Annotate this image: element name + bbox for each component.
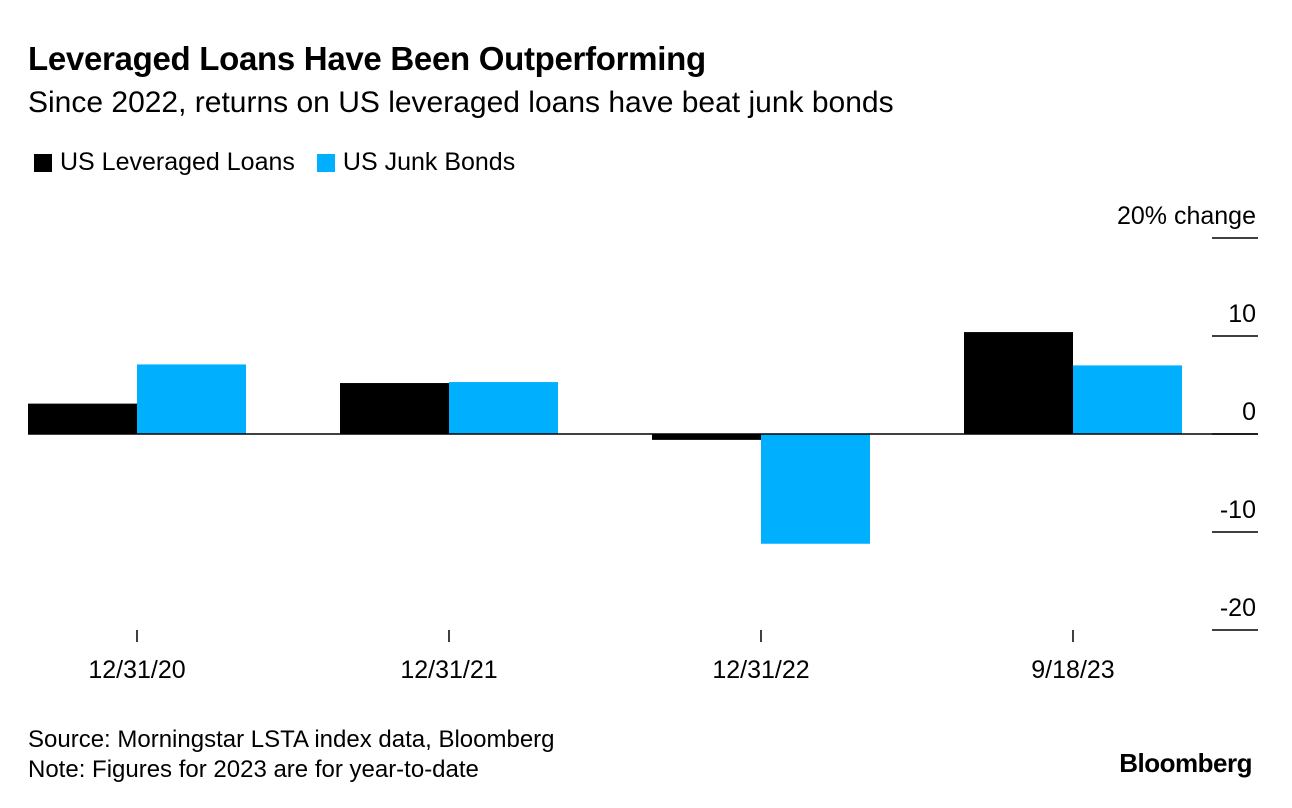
- source-note: Source: Morningstar LSTA index data, Blo…: [28, 726, 555, 753]
- legend-swatch-leveraged-loans: [34, 153, 52, 172]
- y-tick-label: 10: [1228, 300, 1256, 328]
- y-tick-label: -20: [1220, 594, 1256, 622]
- footnote: Note: Figures for 2023 are for year-to-d…: [28, 756, 479, 783]
- legend-swatch-junk-bonds: [316, 153, 335, 172]
- bar-junk-bonds: [137, 364, 246, 434]
- bar-junk-bonds: [1073, 365, 1182, 434]
- legend: US Leveraged Loans US Junk Bonds: [34, 148, 537, 177]
- y-tick-label: 0: [1242, 398, 1256, 426]
- chart-subtitle: Since 2022, returns on US leveraged loan…: [28, 86, 894, 119]
- x-tick-label: 12/31/21: [400, 656, 497, 684]
- bar-leveraged-loans: [652, 434, 761, 440]
- bar-leveraged-loans: [340, 383, 449, 434]
- x-tick-label: 9/18/23: [1031, 656, 1114, 684]
- legend-label-leveraged-loans: US Leveraged Loans: [60, 148, 295, 176]
- bar-leveraged-loans: [28, 403, 137, 434]
- y-tick-label: 20% change: [1117, 202, 1256, 230]
- legend-label-junk-bonds: US Junk Bonds: [342, 148, 516, 176]
- legend-item-junk-bonds: US Junk Bonds: [316, 148, 516, 177]
- chart-title: Leveraged Loans Have Been Outperforming: [28, 40, 706, 77]
- bloomberg-logo: Bloomberg: [1119, 748, 1252, 778]
- legend-item-leveraged-loans: US Leveraged Loans: [34, 148, 295, 177]
- x-tick-label: 12/31/20: [88, 656, 185, 684]
- bars-layer: [28, 332, 1182, 544]
- bar-junk-bonds: [449, 382, 558, 434]
- bar-leveraged-loans: [964, 332, 1073, 434]
- grid-layer: 20% change 10 0 -10 -20: [1117, 202, 1258, 631]
- x-tick-label: 12/31/22: [712, 656, 809, 684]
- axis-layer: 12/31/20 12/31/21 12/31/22 9/18/23: [28, 433, 1258, 684]
- y-tick-label: -10: [1220, 496, 1256, 524]
- bar-junk-bonds: [761, 434, 870, 544]
